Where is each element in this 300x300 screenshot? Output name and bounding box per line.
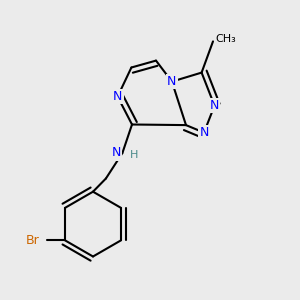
Text: N: N [210,99,219,112]
Text: N: N [199,126,209,139]
Text: H: H [130,149,138,160]
Text: Br: Br [26,234,39,247]
Text: N: N [112,146,121,160]
Text: CH₃: CH₃ [215,34,236,44]
Text: N: N [113,90,122,103]
Text: N: N [167,75,177,88]
